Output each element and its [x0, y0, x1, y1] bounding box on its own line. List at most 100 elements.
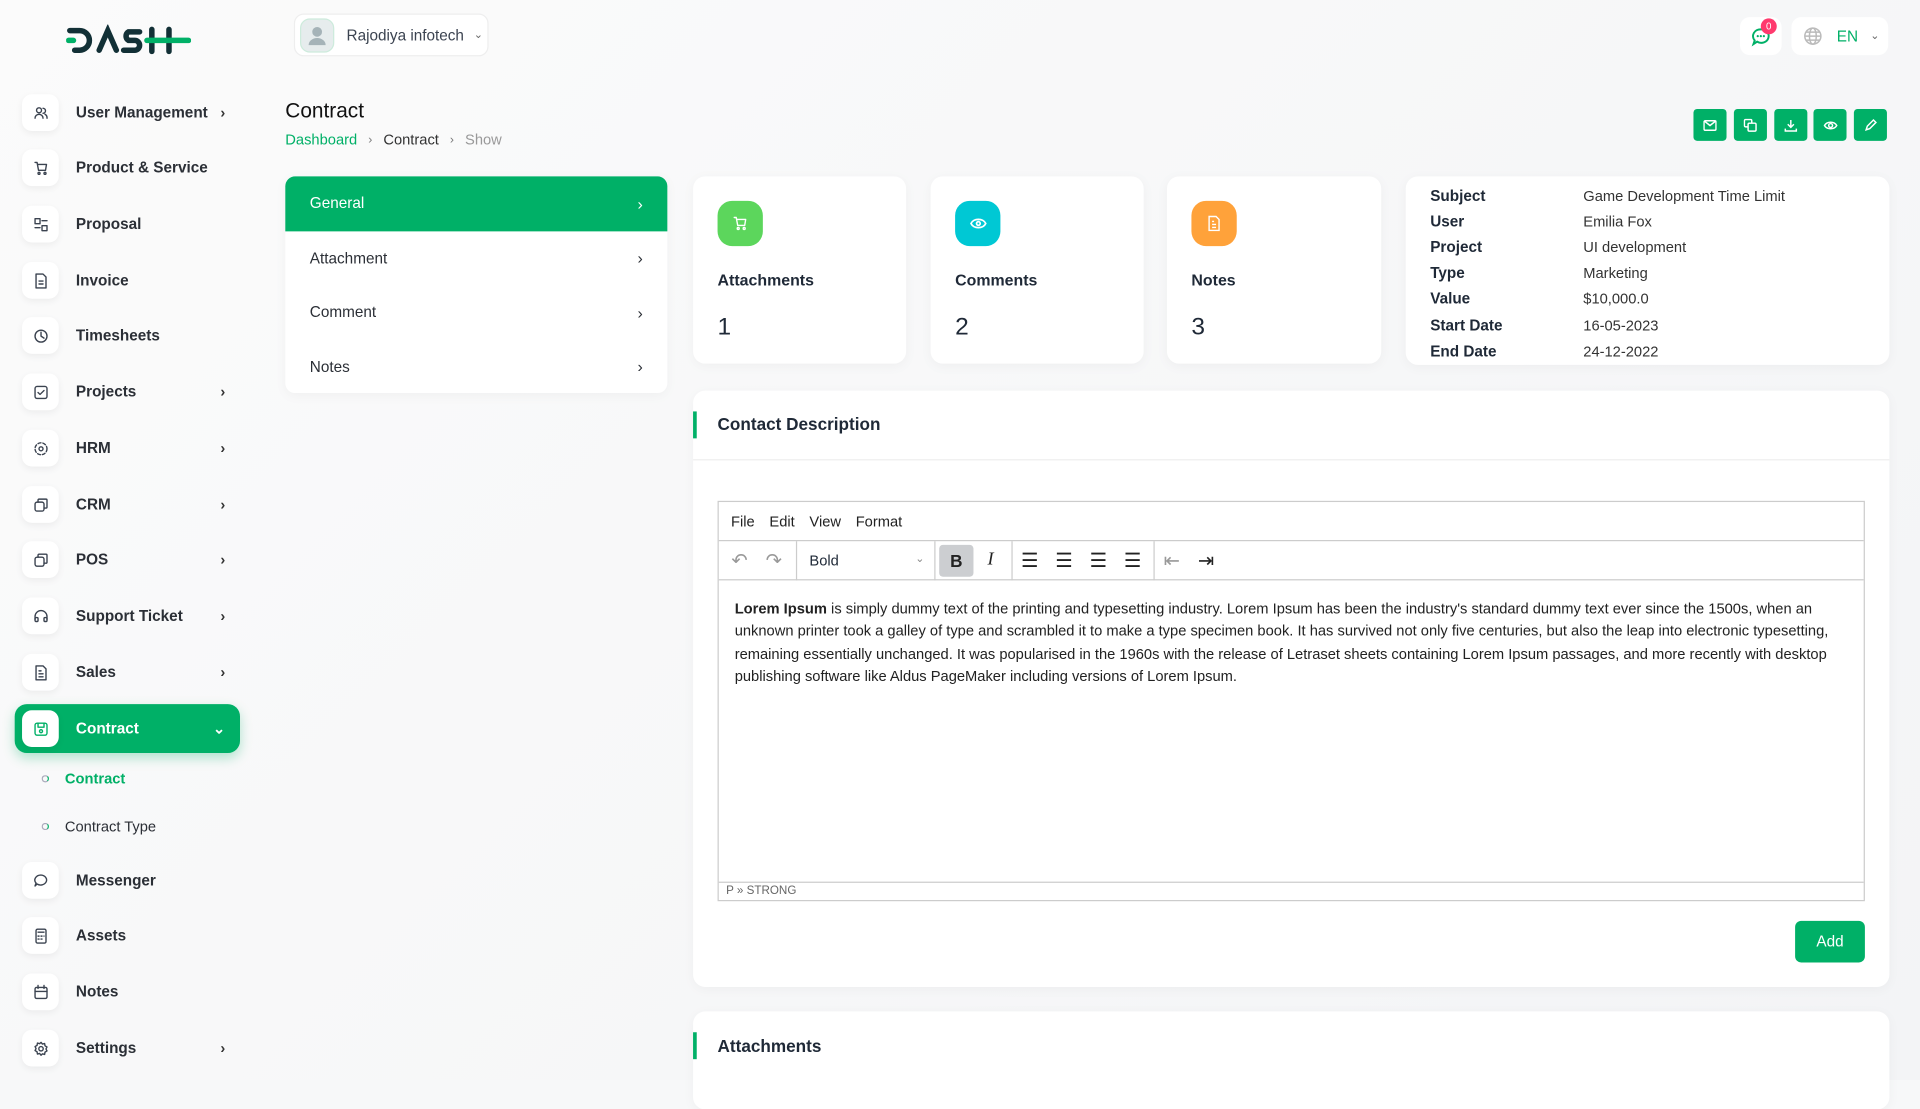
outdent-icon[interactable]: ⇤ — [1163, 550, 1181, 572]
divider — [1153, 540, 1155, 580]
section-menu-label: Attachment — [309, 249, 388, 267]
sidebar-item-sales[interactable]: Sales › — [15, 648, 240, 697]
align-left-icon[interactable]: ☰ — [1021, 550, 1039, 572]
stat-card-attachments: Attachments 1 — [693, 176, 907, 364]
editor-content[interactable]: Lorem Ipsum is simply dummy text of the … — [719, 580, 1864, 881]
chevron-right-icon: › — [220, 607, 226, 625]
section-menu: General › Attachment › Comment › Notes › — [285, 176, 668, 394]
sidebar-icon-box — [22, 373, 59, 411]
sidebar-item-label: Projects — [75, 383, 137, 401]
edit-button[interactable] — [1853, 108, 1887, 141]
info-label: Project — [1430, 238, 1483, 256]
sidebar-item-label: Settings — [75, 1039, 137, 1057]
undo-icon[interactable]: ↶ — [731, 550, 748, 572]
italic-icon[interactable]: I — [987, 549, 994, 570]
chevron-right-icon: › — [220, 439, 226, 457]
download-icon — [1784, 119, 1798, 132]
info-row: User Emilia Fox — [1430, 208, 1865, 234]
proposal-icon — [33, 217, 48, 231]
section-menu-label: Comment — [309, 303, 377, 322]
users-icon — [33, 106, 48, 119]
section-menu-item-comment[interactable]: Comment › — [285, 285, 667, 339]
language-selector[interactable]: EN ⌄ — [1791, 17, 1889, 56]
sidebar-item-crm[interactable]: CRM › — [15, 480, 240, 529]
justify-icon[interactable]: ☰ — [1123, 550, 1142, 572]
sidebar-subitem[interactable]: Contract — [41, 770, 125, 787]
menu-file[interactable]: File — [731, 512, 755, 530]
section-menu-label: Notes — [309, 358, 350, 376]
sidebar-item-user-management[interactable]: User Management › — [15, 88, 240, 137]
sidebar-item-hrm[interactable]: HRM › — [15, 424, 240, 473]
sidebar-item-notes[interactable]: Notes — [15, 967, 240, 1016]
save-icon — [33, 721, 48, 736]
sidebar-item-projects[interactable]: Projects › — [15, 367, 240, 416]
sidebar-item-assets[interactable]: Assets — [15, 911, 240, 960]
sidebar-item-invoice[interactable]: Invoice — [15, 256, 240, 305]
chevron-right-icon: › — [637, 357, 643, 377]
logo[interactable] — [65, 23, 192, 62]
indent-icon[interactable]: ⇥ — [1197, 550, 1215, 572]
sidebar-icon-box — [22, 973, 59, 1011]
element-path: P » STRONG — [726, 884, 797, 898]
sidebar-item-label: Proposal — [75, 215, 142, 233]
add-button[interactable]: Add — [1795, 920, 1865, 963]
sidebar-item-proposal[interactable]: Proposal — [15, 200, 240, 249]
divider — [934, 540, 936, 580]
chevron-down-icon: ⌄ — [473, 28, 484, 41]
sidebar-icon-box — [22, 262, 59, 299]
info-label: Subject — [1430, 186, 1486, 204]
align-right-icon[interactable]: ☰ — [1089, 550, 1108, 572]
download-button[interactable] — [1774, 108, 1808, 141]
stat-value: 3 — [1191, 313, 1206, 341]
chevron-right-icon: › — [220, 495, 226, 514]
language-code: EN — [1836, 27, 1859, 45]
sidebar-item-messenger[interactable]: Messenger — [15, 856, 240, 905]
section-menu-item-attachment[interactable]: Attachment › — [285, 231, 667, 285]
chevron-right-icon: › — [220, 551, 226, 569]
menu-format[interactable]: Format — [855, 512, 903, 530]
calendar-icon — [33, 984, 48, 999]
app: Rajodiya infotech ⌄ 0 EN ⌄ User Manageme… — [0, 0, 1920, 1081]
align-center-icon[interactable]: ☰ — [1055, 550, 1073, 572]
section-menu-item-general[interactable]: General › — [285, 176, 668, 231]
editor-statusbar: P » STRONG — [718, 881, 1864, 900]
breadcrumb-contract[interactable]: Contract — [383, 131, 439, 149]
sidebar-item-timesheets[interactable]: Timesheets — [15, 311, 240, 360]
sidebar-item-label: HRM — [75, 439, 111, 457]
redo-icon[interactable]: ↷ — [765, 550, 783, 572]
section-title: Attachments — [717, 1035, 822, 1056]
calculator-icon — [34, 927, 47, 944]
stat-label: Comments — [955, 270, 1038, 289]
breadcrumb-show: Show — [465, 131, 502, 149]
chat-icon — [33, 873, 47, 887]
gear-icon — [33, 1041, 48, 1056]
breadcrumb-dashboard[interactable]: Dashboard — [285, 131, 358, 149]
eye-icon — [969, 218, 987, 229]
company-switcher[interactable]: Rajodiya infotech ⌄ — [293, 13, 489, 57]
format-select[interactable]: Bold ⌄ — [797, 552, 934, 569]
menu-view[interactable]: View — [809, 512, 842, 530]
divider — [795, 540, 798, 580]
chevron-down-icon: ⌄ — [915, 551, 925, 564]
preview-button[interactable] — [1813, 108, 1847, 141]
duplicate-button[interactable] — [1733, 108, 1767, 141]
hrm-icon — [33, 441, 48, 455]
sidebar-item-settings[interactable]: Settings › — [15, 1024, 240, 1073]
sidebar-subitem[interactable]: Contract Type — [41, 817, 157, 836]
send-email-button[interactable] — [1693, 108, 1727, 141]
sidebar-item-product-service[interactable]: Product & Service — [15, 143, 240, 192]
sidebar-subitem-label: Contract Type — [64, 817, 157, 836]
sidebar-icon-box — [22, 597, 59, 635]
chevron-right-icon: › — [220, 663, 226, 681]
sidebar-item-pos[interactable]: POS › — [15, 535, 240, 584]
info-label: Start Date — [1430, 316, 1503, 334]
sidebar-item-support-ticket[interactable]: Support Ticket › — [15, 591, 240, 640]
menu-edit[interactable]: Edit — [769, 512, 795, 530]
sidebar-icon-box — [22, 653, 59, 691]
bold-icon[interactable]: B — [939, 544, 974, 577]
sidebar-item-contract[interactable]: Contract ⌄ — [14, 704, 241, 754]
editor-menubar: File Edit View Format — [718, 502, 1864, 542]
messages-button[interactable]: 0 — [1740, 17, 1782, 56]
sidebar-item-label: CRM — [75, 495, 111, 514]
section-menu-item-notes[interactable]: Notes › — [285, 340, 667, 394]
